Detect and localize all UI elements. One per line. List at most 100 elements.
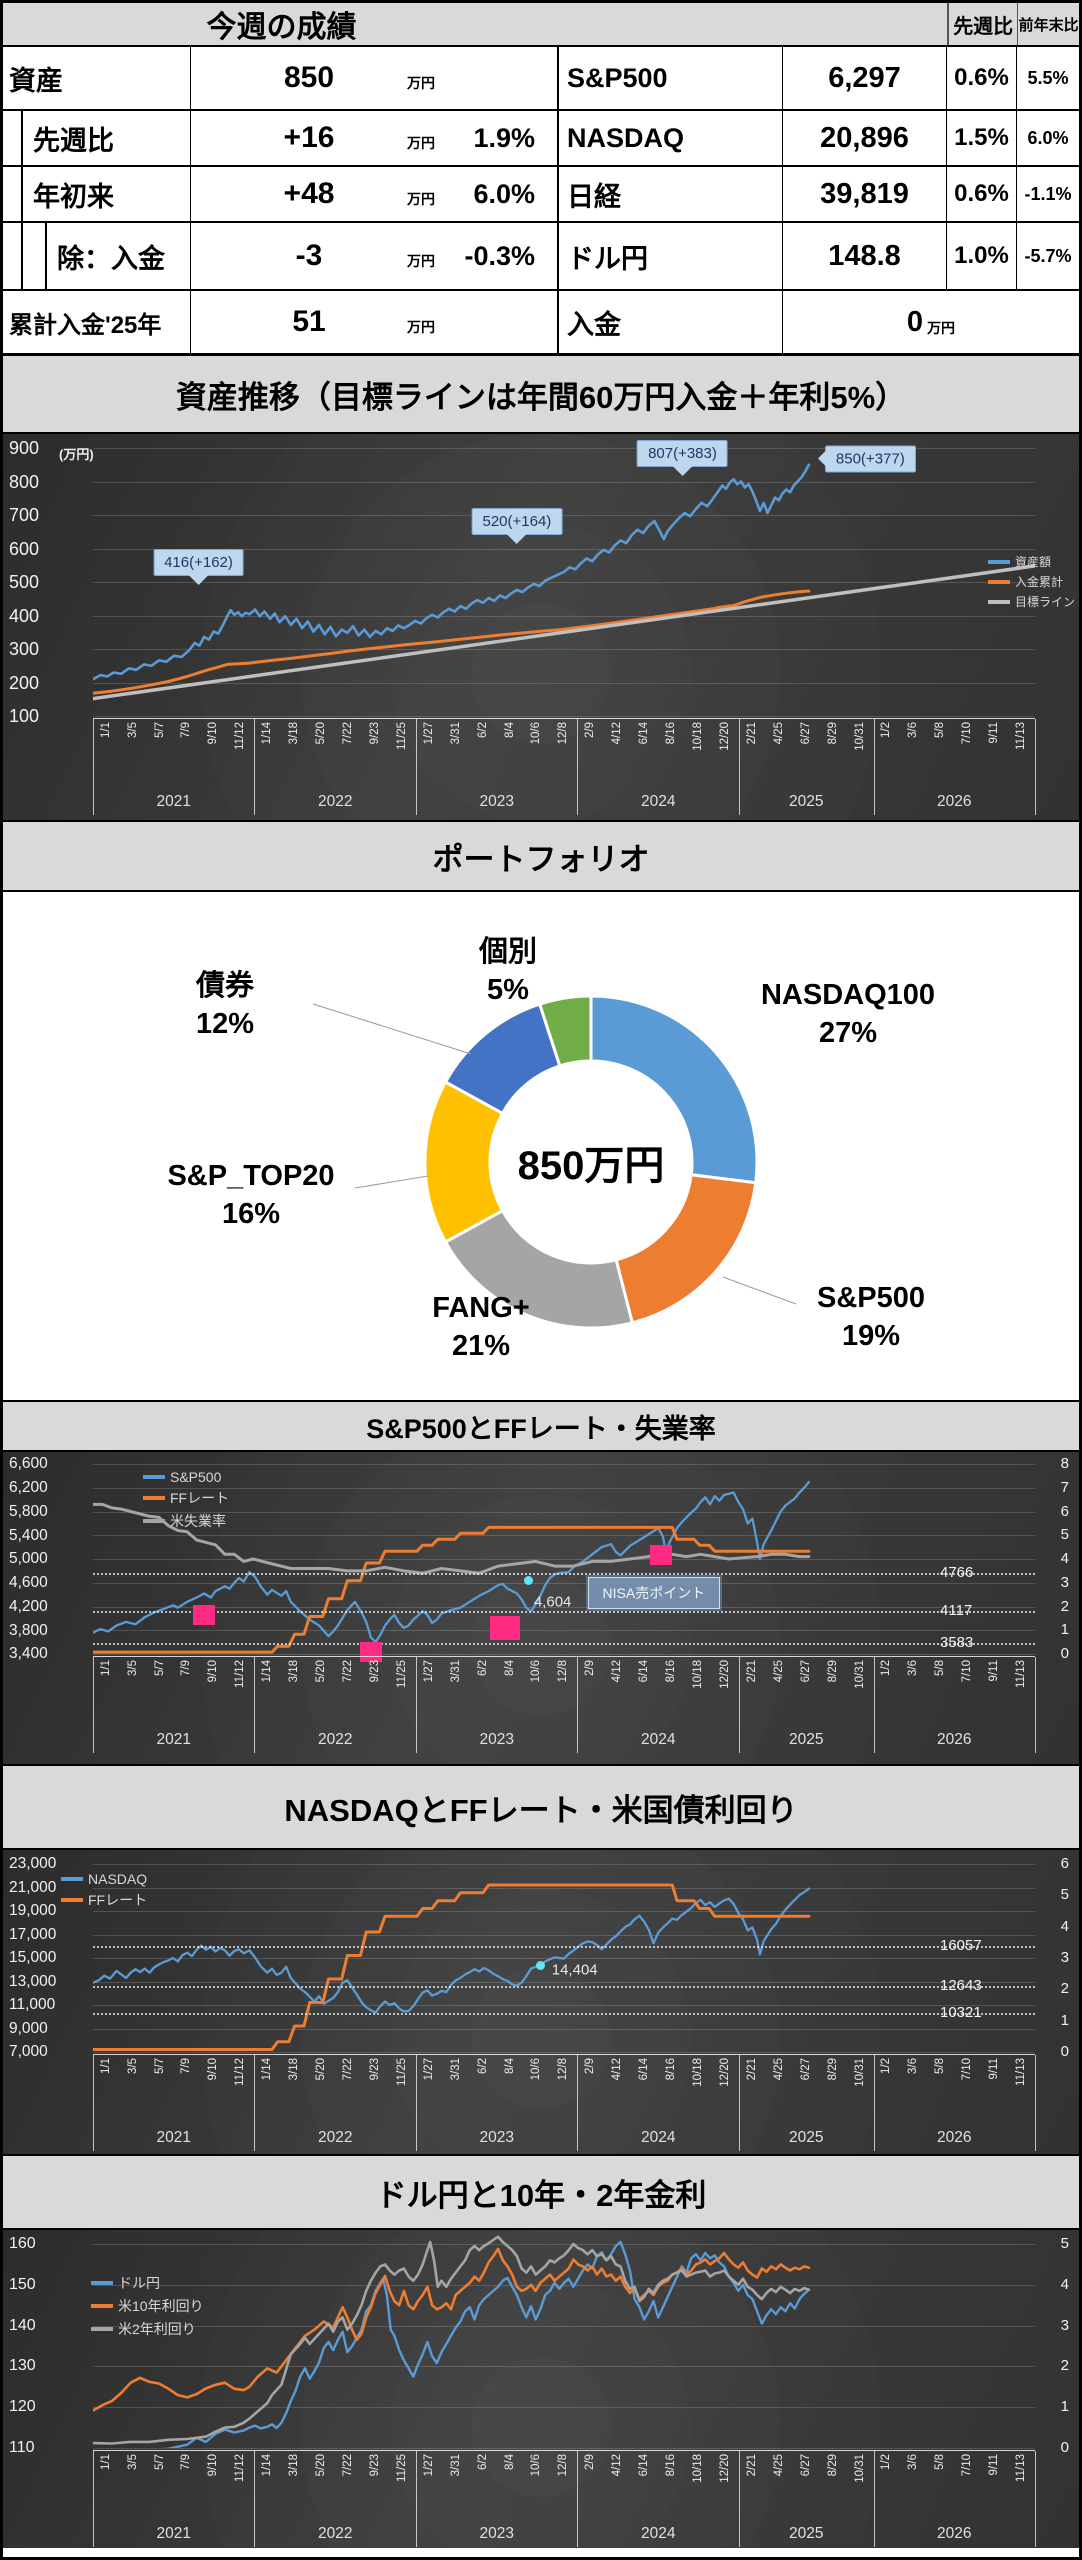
- x-tick-text: 9/10: [207, 1660, 220, 1683]
- year-label: 2022: [317, 2525, 353, 2542]
- x-tick: 3/6: [901, 1657, 928, 1727]
- x-tick-text: 8/4: [503, 1660, 516, 1676]
- x-tick-text: 7/9: [180, 2058, 193, 2074]
- label-leader-line: [312, 1003, 472, 1055]
- legend-swatch: [91, 2304, 113, 2308]
- assets-line-chart: 900 800 700 600 500 400 300 200 100 (万円) 416(+162)…: [3, 434, 1079, 820]
- x-tick: 7/10: [955, 2055, 982, 2125]
- x-tick: 4/12: [605, 719, 632, 789]
- metric-label-cell: 年初来: [3, 167, 191, 221]
- x-tick: 2/21: [739, 1657, 766, 1727]
- x-tick: 12/8: [551, 1657, 578, 1727]
- x-tick: 1/14: [255, 2451, 282, 2521]
- slice-percent: 27%: [818, 1016, 878, 1049]
- x-tick: 11/12: [228, 1657, 255, 1727]
- legend: NASDAQ FFレート: [61, 1868, 147, 1913]
- x-tick: 8/4: [497, 1657, 524, 1727]
- callout: 807(+383): [637, 440, 728, 477]
- metric-unit: 万円: [407, 191, 435, 207]
- x-tick: 6/14: [631, 2451, 658, 2521]
- x-tick-text: 8/16: [665, 1660, 678, 1683]
- x-tick: 12/8: [551, 2055, 578, 2125]
- indent-line: [9, 223, 23, 289]
- y-axis-label: 200: [9, 672, 40, 693]
- metric-value: +16: [283, 121, 335, 154]
- callout: 850(+377): [817, 445, 916, 473]
- year-separator: [254, 719, 256, 815]
- x-tick: 11/13: [1008, 719, 1035, 789]
- legend-swatch: [91, 2327, 113, 2331]
- x-tick-text: 3/6: [907, 2454, 920, 2470]
- gridline: [93, 1630, 1035, 1632]
- donut-chart: [312, 994, 797, 1330]
- x-tick: 11/13: [1008, 2451, 1035, 2521]
- index-name: ドル円: [559, 223, 783, 289]
- gridline: [93, 1606, 1035, 1608]
- x-tick: 6/27: [793, 1657, 820, 1727]
- x-tick-text: 8/4: [503, 2058, 516, 2074]
- metric-unit: 万円: [407, 135, 435, 151]
- x-tick: 5/7: [147, 1657, 174, 1727]
- donut-center-label: 850万円: [517, 1144, 665, 1188]
- x-tick-text: 6/2: [476, 2454, 489, 2470]
- gridline: [93, 2005, 1035, 2006]
- x-tick-text: 9/10: [207, 2454, 220, 2477]
- chart-series: [93, 463, 1035, 701]
- chart-series: [93, 1480, 811, 1654]
- x-tick: 12/8: [551, 719, 578, 789]
- x-tick: 11/25: [389, 2451, 416, 2521]
- legend-swatch: [61, 1898, 83, 1902]
- year-separator: [738, 1657, 740, 1753]
- y-axis-label: 900: [9, 438, 40, 458]
- x-tick-text: 4/12: [611, 2454, 624, 2477]
- y-axis-label: 150: [9, 2275, 36, 2293]
- usdjpy-line-chart: 160 150 140 130 120 110 5 4 3 2 1 0 ドル円 米10年利回り 米2年利回り…: [3, 2230, 1079, 2548]
- x-tick-text: 10/18: [691, 2058, 704, 2087]
- x-tick-text: 12/8: [557, 1660, 570, 1683]
- year-separator: [873, 1657, 875, 1753]
- x-tick-text: 11/12: [234, 1660, 247, 1688]
- year-label: 2025: [788, 1731, 824, 1748]
- year-label: 2022: [317, 1731, 353, 1748]
- section-title-usdjpy: ドル円と10年・2年金利: [3, 2154, 1079, 2230]
- x-tick: 12/8: [551, 2451, 578, 2521]
- x-tick: 9/11: [981, 2055, 1008, 2125]
- x-tick: 8/16: [658, 2451, 685, 2521]
- index-ytd-change: -5.7%: [1024, 245, 1072, 266]
- metric-label: 除：入金: [57, 243, 165, 274]
- series-目標ライン: [93, 564, 1035, 701]
- x-tick: 5/7: [147, 2055, 174, 2125]
- year-label: 2024: [640, 2129, 676, 2146]
- x-tick-text: 9/10: [207, 2058, 220, 2081]
- x-tick: 9/23: [362, 2055, 389, 2125]
- year-label: 2025: [788, 2129, 824, 2146]
- year-separator: [254, 2055, 256, 2151]
- gridline: [93, 2028, 1035, 2030]
- marker-square: [489, 1616, 520, 1641]
- x-tick: 12/20: [712, 2451, 739, 2521]
- metric-pct: -0.3%: [464, 240, 535, 271]
- gridline: [93, 1535, 1035, 1537]
- x-tick-text: 8/29: [826, 2454, 839, 2477]
- x-tick-text: 4/12: [611, 722, 624, 745]
- reference-label: 10321: [940, 2003, 982, 2021]
- x-tick: 10/31: [847, 2055, 874, 2125]
- year-label: 2023: [479, 2129, 514, 2146]
- x-tick: 3/5: [120, 2055, 147, 2125]
- x-tick-text: 1/14: [261, 2058, 274, 2081]
- legend-item: 入金累計: [987, 573, 1075, 590]
- metric-label: 年初来: [33, 181, 114, 212]
- year-label: 2025: [788, 2525, 824, 2542]
- x-tick: 11/25: [389, 719, 416, 789]
- x-tick-text: 1/27: [422, 722, 435, 745]
- legend-item: NASDAQ: [61, 1871, 147, 1887]
- y-axis-label: 4: [1060, 1550, 1069, 1567]
- slice-name: 債券: [195, 970, 255, 1002]
- x-tick-text: 6/14: [638, 1660, 651, 1683]
- slice-label: S&P_TOP20 16%: [167, 1158, 334, 1233]
- year-separator: [93, 2055, 94, 2151]
- x-tick-text: 6/27: [799, 2058, 812, 2081]
- year-separator: [1035, 1657, 1036, 1753]
- x-tick: 9/23: [362, 719, 389, 789]
- legend-label: 米失業率: [170, 1513, 226, 1529]
